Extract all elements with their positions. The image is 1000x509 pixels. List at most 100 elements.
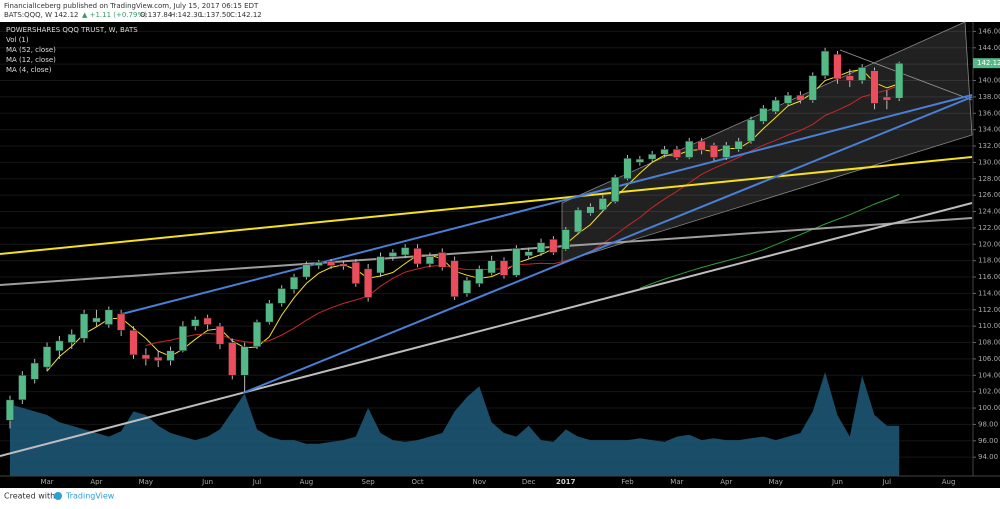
moving-average — [46, 68, 900, 372]
close: C:142.12 — [230, 11, 262, 19]
candle-body — [18, 375, 27, 401]
y-tick-label: 146.00 — [978, 27, 1000, 35]
candle-body — [882, 96, 891, 101]
x-tick-label: Jul — [882, 478, 892, 486]
candle-body — [314, 262, 323, 266]
moving-averages — [46, 68, 900, 372]
x-tick-label: Aug — [300, 478, 314, 486]
y-tick-label: 100.00 — [978, 404, 1000, 412]
candle-body — [141, 354, 150, 360]
legend-item: MA (4, close) — [6, 66, 52, 74]
price-tag — [973, 58, 1000, 69]
candle-body — [290, 276, 299, 290]
candle-body — [117, 313, 126, 331]
candle-body — [203, 317, 212, 325]
candle-body — [154, 357, 163, 361]
x-tick-label: May — [139, 478, 153, 486]
legend-item: MA (12, close) — [6, 56, 56, 64]
last-price: 142.12 — [54, 11, 79, 19]
candle-body — [450, 260, 459, 297]
header-bar — [0, 0, 1000, 22]
candle-body — [252, 321, 262, 347]
logo — [54, 492, 62, 500]
candle-body — [401, 247, 410, 256]
candle-body — [685, 140, 694, 158]
candle-body — [746, 119, 756, 142]
x-tick-label: Jul — [252, 478, 262, 486]
candle-body — [586, 206, 595, 214]
candle-body — [388, 252, 397, 257]
candle-body — [191, 319, 200, 327]
candle-body — [635, 158, 644, 163]
trendline-yellow — [0, 156, 973, 255]
axes: 94.00 96.00 98.00 100.00 102.00 104.00 106.00 1… — [40, 27, 1000, 486]
y-tick-label: 96.00 — [978, 437, 998, 445]
x-tick-label: Mar — [670, 478, 683, 486]
candle-body — [598, 198, 607, 211]
candle-body — [178, 325, 187, 351]
candle-body — [215, 325, 224, 345]
legend-item: MA (52, close) — [6, 46, 56, 54]
y-tick-label: 140.00 — [978, 77, 1000, 85]
candle-body — [660, 149, 669, 155]
trendline-blue — [242, 96, 973, 394]
moving-average — [145, 84, 900, 346]
x-tick-label: Apr — [90, 478, 102, 486]
candle-body — [80, 313, 89, 339]
candle-body — [759, 108, 768, 122]
x-tick-label: Apr — [720, 478, 732, 486]
candle-body — [67, 334, 76, 343]
x-tick-label: Oct — [411, 478, 423, 486]
y-tick-label: 136.00 — [978, 109, 1000, 117]
candle-body — [734, 140, 743, 150]
low: L:137.50 — [200, 11, 231, 19]
candle-body — [870, 70, 879, 104]
candle-body — [30, 362, 39, 380]
y-tick-label: 130.00 — [978, 158, 1000, 166]
x-tick-label: Mar — [40, 478, 53, 486]
candle-body — [277, 288, 286, 304]
y-tick-label: 118.00 — [978, 257, 1000, 265]
candle-body — [648, 153, 657, 160]
candle-body — [43, 346, 52, 368]
trendline-support — [0, 202, 973, 457]
trendline-gray — [0, 217, 973, 286]
candles — [5, 47, 904, 429]
y-tick-label: 114.00 — [978, 289, 1000, 297]
moving-average — [639, 193, 900, 289]
candle-body — [499, 260, 509, 276]
candle-body — [796, 95, 805, 101]
y-tick-label: 106.00 — [978, 355, 1000, 363]
candle-body — [475, 268, 484, 284]
candle-body — [104, 309, 113, 325]
x-tick-label: May — [768, 478, 782, 486]
y-tick-label: 144.00 — [978, 44, 1000, 52]
candle-body — [709, 144, 719, 158]
candle-body — [845, 75, 854, 81]
candle-body — [5, 399, 15, 421]
y-tick-label: 126.00 — [978, 191, 1000, 199]
candle-body — [771, 99, 780, 112]
candle-body — [623, 158, 632, 180]
candle-body — [376, 256, 385, 274]
candle-body — [833, 54, 842, 80]
y-tick-label: 122.00 — [978, 224, 1000, 232]
candle-body — [240, 346, 249, 376]
footer-brand[interactable]: TradingView — [65, 492, 115, 501]
x-tick-label: Aug — [942, 478, 956, 486]
open: O:137.84 — [140, 11, 173, 19]
y-tick-label: 108.00 — [978, 339, 1000, 347]
candle-body — [351, 262, 360, 284]
candle-body — [55, 340, 64, 351]
candle-body — [462, 280, 471, 294]
trendline-blue — [121, 94, 973, 315]
volume-area — [10, 372, 900, 476]
candle-body — [808, 75, 817, 101]
y-tick-label: 104.00 — [978, 371, 1000, 379]
candle-body — [697, 140, 706, 151]
candle-body — [524, 251, 533, 257]
y-tick-label: 138.00 — [978, 93, 1000, 101]
candle-body — [672, 149, 681, 158]
x-tick-label: 2017 — [556, 478, 576, 486]
